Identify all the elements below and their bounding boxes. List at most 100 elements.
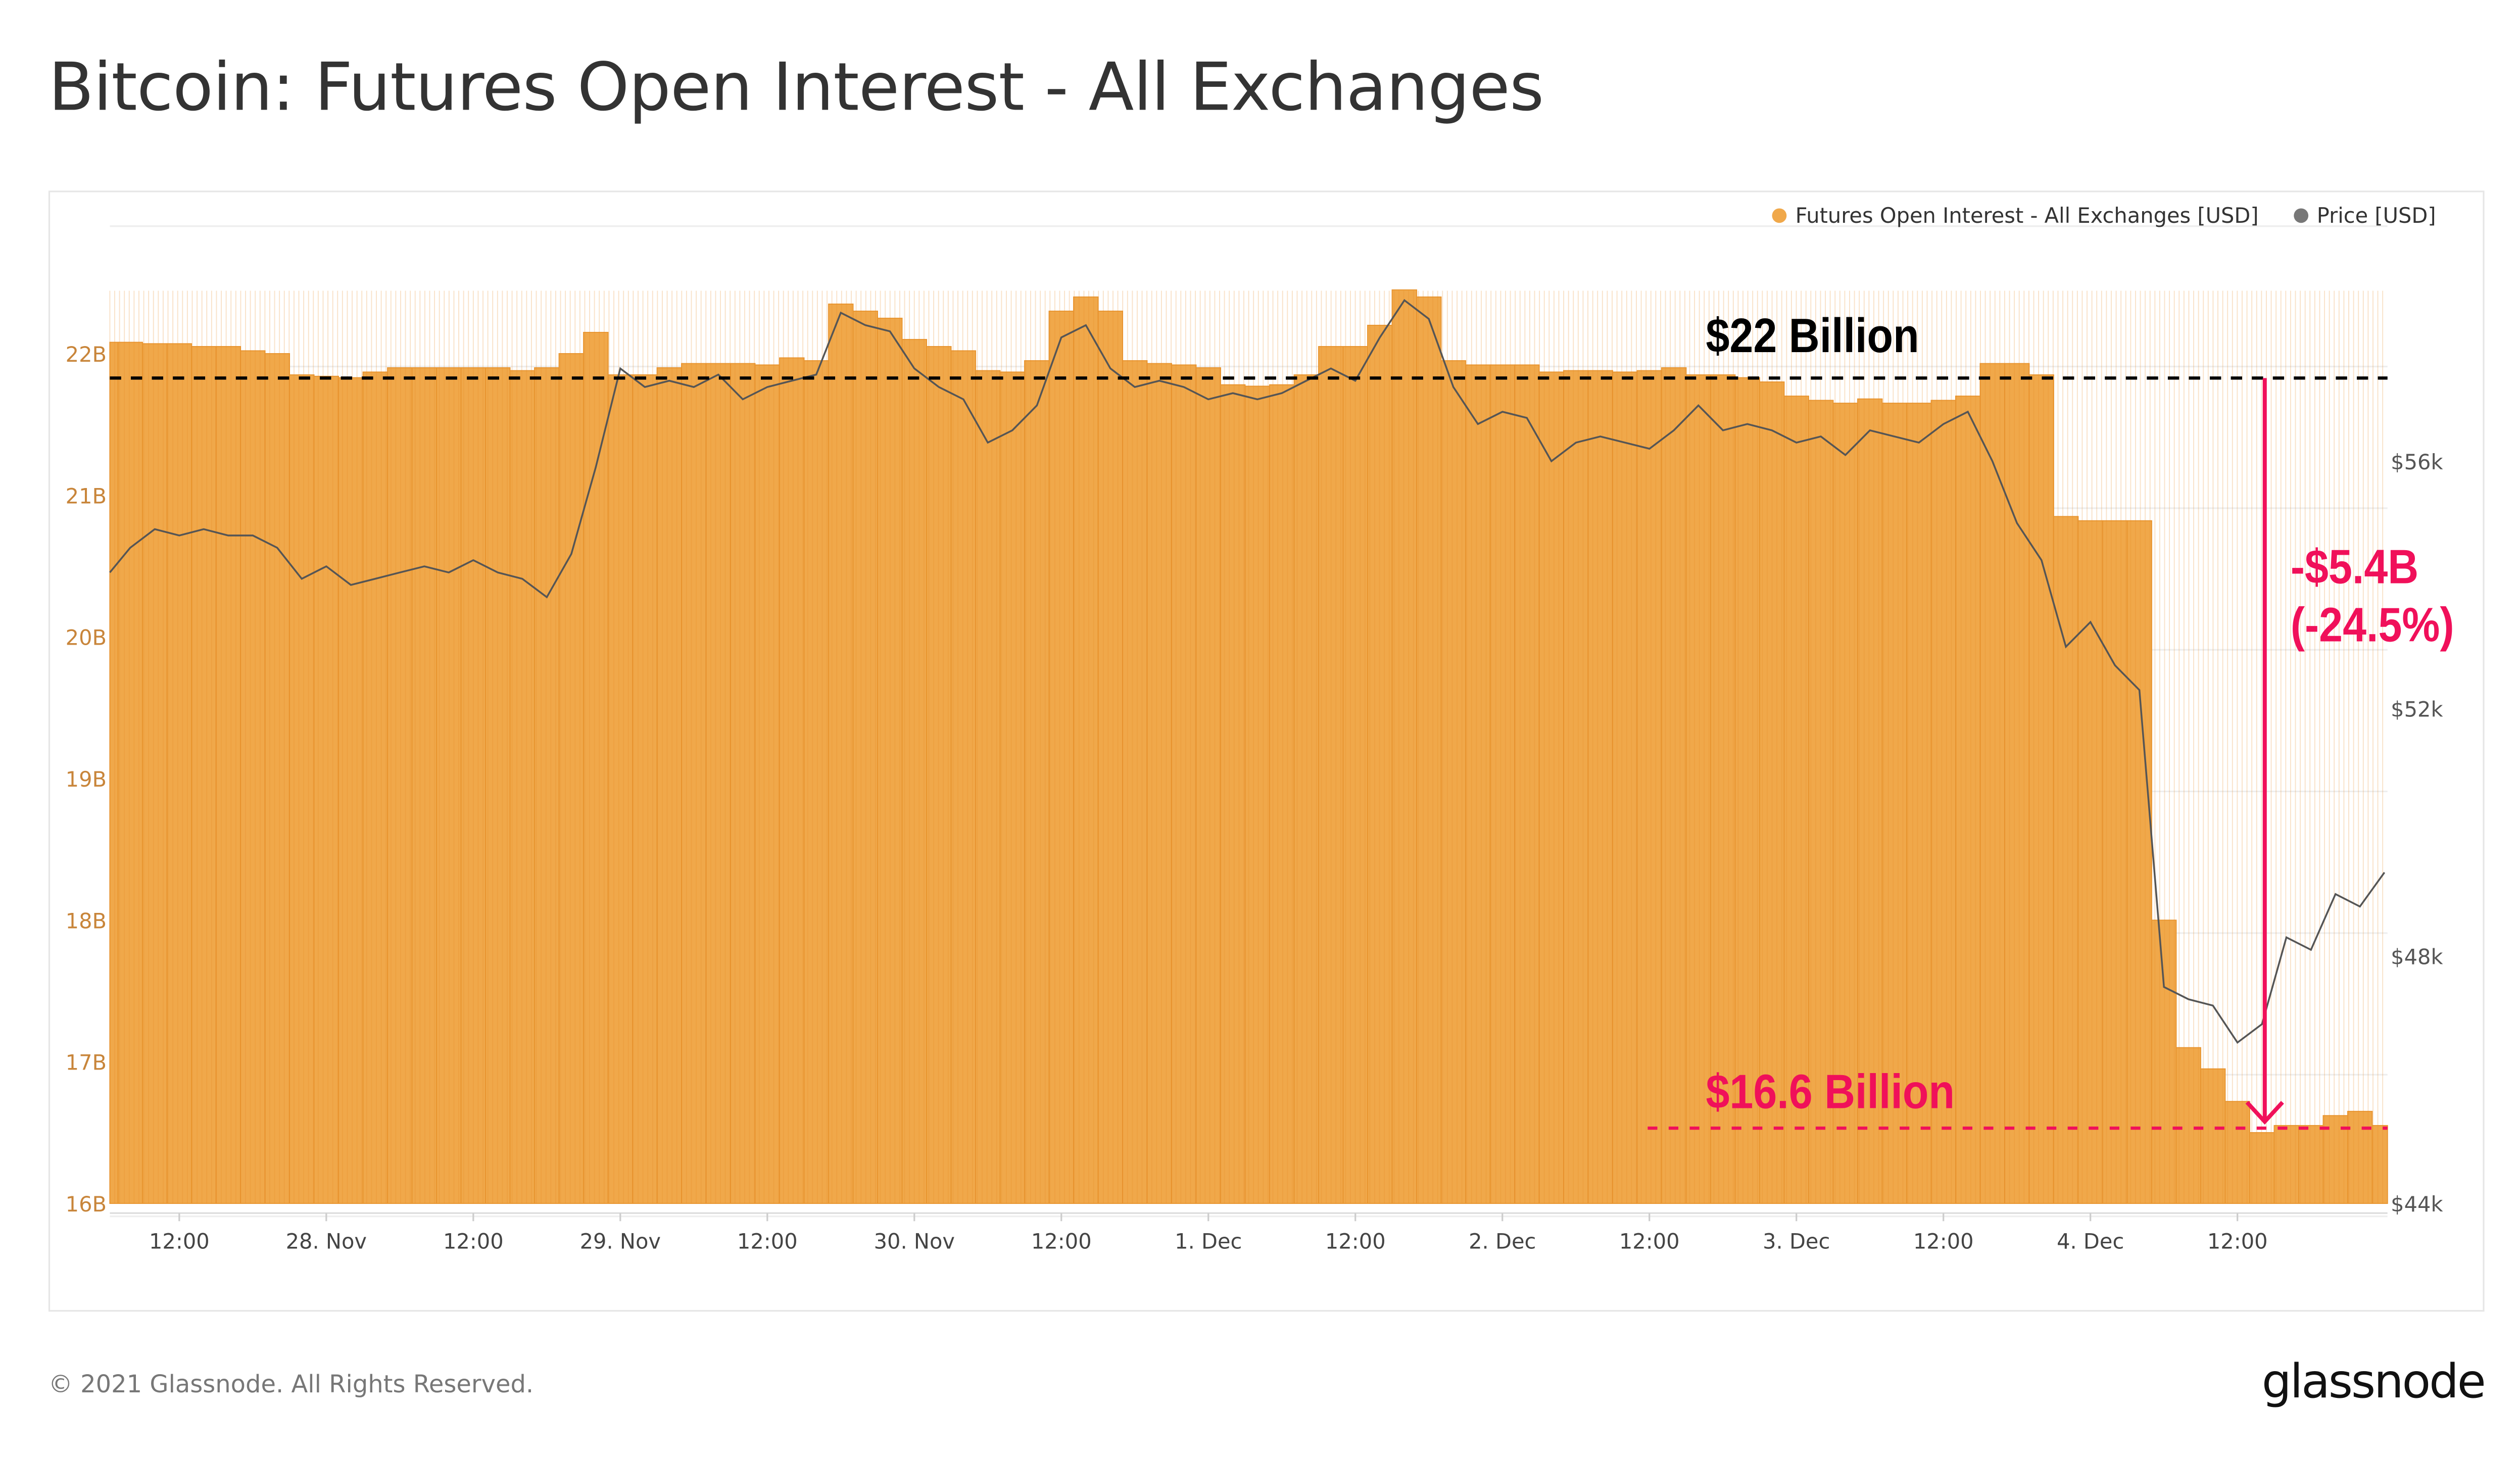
oi-bar xyxy=(460,367,487,1204)
x-tick-label: 1. Dec xyxy=(1175,1229,1242,1254)
oi-bar xyxy=(681,363,707,1204)
oi-bar xyxy=(215,346,241,1204)
oi-bar xyxy=(2224,1101,2250,1204)
oi-bar xyxy=(313,375,340,1204)
y-left-tick-label: 18B xyxy=(66,908,107,933)
oi-bar xyxy=(117,342,143,1204)
oi-bar xyxy=(1710,374,1736,1204)
y-right-tick-label: $48k xyxy=(2391,944,2443,969)
oi-bar xyxy=(264,353,290,1204)
x-tick-label: 12:00 xyxy=(1913,1229,1974,1254)
x-tick-label: 3. Dec xyxy=(1763,1229,1830,1254)
annotation-change: -$5.4B xyxy=(2290,541,2419,595)
x-tick-label: 28. Nov xyxy=(286,1229,367,1254)
chart-frame xyxy=(48,190,2485,1312)
oi-bar xyxy=(2102,520,2128,1204)
oi-bar xyxy=(1808,400,1834,1204)
oi-bar xyxy=(509,370,536,1204)
oi-bar xyxy=(999,371,1025,1204)
oi-bar xyxy=(534,367,560,1204)
oi-bar xyxy=(1171,364,1197,1204)
oi-bar xyxy=(950,350,976,1204)
y-left-tick-label: 21B xyxy=(66,483,107,508)
legend: Futures Open Interest - All Exchanges [U… xyxy=(1772,205,2436,230)
oi-bar xyxy=(1538,371,1564,1204)
x-tick-label: 4. Dec xyxy=(2057,1229,2124,1254)
oi-bar xyxy=(2200,1068,2226,1204)
annotation-top-label: $22 Billion xyxy=(1706,310,1919,364)
oi-bar xyxy=(1073,296,1099,1204)
annotation-bottom-label: $16.6 Billion xyxy=(1706,1066,1955,1120)
oi-bar xyxy=(2249,1132,2275,1204)
oi-bar xyxy=(1636,370,1662,1204)
oi-bar xyxy=(2273,1125,2299,1204)
oi-bar xyxy=(1759,381,1785,1204)
oi-bar xyxy=(338,377,364,1204)
oi-bar xyxy=(1146,363,1172,1204)
oi-bar xyxy=(1783,396,1809,1204)
x-tick-label: 29. Nov xyxy=(580,1229,661,1254)
oi-bar xyxy=(1465,364,1491,1204)
y-right-tick-label: $56k xyxy=(2391,450,2443,474)
oi-bar xyxy=(1293,374,1319,1204)
oi-bar xyxy=(1661,367,1687,1204)
oi-bar xyxy=(754,364,780,1204)
y-left-tick-label: 20B xyxy=(66,625,107,650)
oi-bar xyxy=(191,346,217,1204)
oi-bar xyxy=(2053,516,2079,1204)
oi-bar xyxy=(289,374,315,1204)
oi-bar xyxy=(558,353,585,1204)
oi-bar xyxy=(109,342,119,1204)
oi-bar xyxy=(1857,398,1883,1204)
y-left-tick-label: 16B xyxy=(66,1192,107,1217)
x-tick-label: 12:00 xyxy=(737,1229,798,1254)
oi-bar xyxy=(436,367,462,1204)
y-left-tick-label: 17B xyxy=(66,1050,107,1075)
oi-bar xyxy=(1906,403,1932,1204)
legend-item-oi[interactable]: Futures Open Interest - All Exchanges [U… xyxy=(1772,205,2259,230)
oi-bar xyxy=(828,303,854,1204)
oi-bar xyxy=(1244,385,1270,1204)
oi-bar xyxy=(1563,370,1589,1204)
x-tick-label: 30. Nov xyxy=(874,1229,955,1254)
gray-dot-icon xyxy=(2294,208,2309,223)
oi-bar xyxy=(852,310,878,1204)
oi-bar xyxy=(240,350,266,1204)
oi-bar xyxy=(1955,396,1981,1204)
legend-label: Price [USD] xyxy=(2316,205,2436,230)
legend-label: Futures Open Interest - All Exchanges [U… xyxy=(1795,205,2259,230)
oi-bar xyxy=(1195,367,1221,1204)
oi-bar xyxy=(1391,289,1417,1204)
oi-bar xyxy=(656,367,683,1204)
oi-bar xyxy=(607,374,634,1204)
oi-bar xyxy=(632,374,658,1204)
oi-bar xyxy=(1612,371,1638,1204)
oi-bar xyxy=(2371,1125,2388,1204)
oi-bar xyxy=(411,367,438,1204)
oi-bar xyxy=(2298,1125,2324,1204)
legend-item-price[interactable]: Price [USD] xyxy=(2294,205,2436,229)
oi-bar xyxy=(901,338,927,1204)
oi-bar xyxy=(1832,403,1858,1204)
y-left-tick-label: 19B xyxy=(66,767,107,792)
oi-bar xyxy=(387,367,413,1204)
oi-bar xyxy=(2126,520,2152,1204)
oi-bar xyxy=(1269,384,1295,1204)
y-right-tick-label: $52k xyxy=(2391,697,2443,722)
oi-bar xyxy=(1930,400,1956,1204)
oi-bar xyxy=(583,331,609,1204)
oi-bar xyxy=(926,346,952,1204)
oi-bar xyxy=(730,363,756,1204)
oi-bar xyxy=(2175,1047,2201,1204)
x-tick-label: 12:00 xyxy=(149,1229,210,1254)
oi-bar xyxy=(1587,370,1613,1204)
x-tick-label: 12:00 xyxy=(1619,1229,1680,1254)
oi-bar xyxy=(166,343,192,1204)
oi-bar xyxy=(1514,364,1540,1204)
oi-bar xyxy=(2028,374,2054,1204)
oi-bar xyxy=(1342,346,1368,1204)
oi-bar xyxy=(1097,310,1123,1204)
oi-bar xyxy=(1416,296,1442,1204)
x-tick-label: 2. Dec xyxy=(1469,1229,1536,1254)
